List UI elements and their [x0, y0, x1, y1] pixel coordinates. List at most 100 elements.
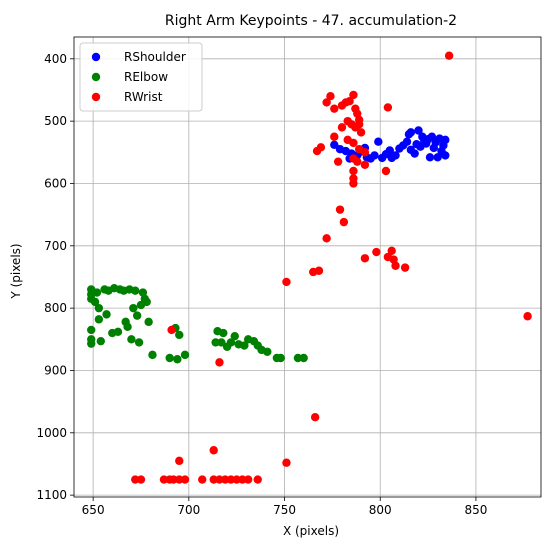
rshoulder-point	[374, 137, 383, 146]
rshoulder-point	[406, 128, 416, 137]
rwrist-point	[351, 123, 360, 132]
relbow-point	[132, 311, 142, 320]
relbow-point	[276, 353, 285, 363]
x-axis-label: X (pixels)	[283, 524, 339, 538]
rwrist-point	[243, 475, 253, 484]
legend-box	[79, 42, 203, 112]
legend-label-rshoulder: RShoulder	[124, 50, 186, 64]
rshoulder-point	[410, 149, 419, 158]
rwrist-point	[221, 475, 230, 484]
rwrist-point	[232, 475, 241, 484]
rwrist-point	[282, 277, 291, 287]
x-axis-ticks: 650 700 750 800 850	[82, 497, 487, 517]
relbow-point	[94, 315, 104, 324]
rwrist-point	[136, 475, 146, 484]
relbow-point	[127, 335, 136, 344]
relbow-point	[131, 286, 140, 295]
legend-label-relbow: RElbow	[124, 70, 168, 84]
rwrist-point	[333, 157, 343, 166]
rwrist-point	[198, 475, 207, 484]
rwrist-point	[175, 456, 184, 466]
relbow-point	[102, 310, 111, 319]
rwrist-point	[180, 475, 190, 484]
rshoulder-point	[370, 151, 379, 160]
rwrist-point	[387, 246, 396, 255]
rshoulder-point	[433, 153, 442, 162]
rwrist-point	[167, 325, 176, 335]
y-tick-label: 900	[44, 363, 67, 377]
rwrist-point	[360, 148, 370, 157]
x-tick-label: 700	[177, 503, 200, 517]
rwrist-point	[400, 263, 410, 272]
y-tick-label: 600	[44, 176, 67, 190]
rwrist-point	[314, 266, 324, 275]
rwrist-point	[215, 358, 224, 367]
rwrist-point	[349, 179, 358, 188]
relbow-point	[226, 338, 236, 347]
relbow-point	[129, 303, 138, 313]
relbow-point	[175, 330, 184, 340]
data-points	[87, 51, 532, 484]
relbow-point	[87, 325, 96, 335]
rwrist-point	[335, 205, 345, 214]
rshoulder-point	[441, 135, 450, 145]
rwrist-point	[383, 103, 393, 112]
relbow-point	[92, 288, 102, 297]
rwrist-point	[316, 143, 326, 152]
y-axis-ticks: 400 500 600 700 800 900 1000 1100	[36, 52, 74, 502]
legend-marker-relbow	[91, 72, 101, 82]
rwrist-point	[253, 475, 262, 484]
y-tick-label: 1000	[36, 426, 67, 440]
rwrist-point	[209, 446, 218, 455]
legend-marker-rshoulder	[91, 52, 101, 62]
x-tick-label: 850	[464, 503, 487, 517]
rshoulder-point	[425, 153, 435, 162]
relbow-point	[144, 317, 153, 327]
relbow-point	[240, 341, 249, 350]
rwrist-point	[238, 475, 247, 484]
rwrist-point	[215, 475, 224, 484]
rshoulder-point	[414, 126, 423, 135]
rwrist-point	[131, 475, 140, 484]
rshoulder-point	[330, 140, 339, 150]
legend: RShoulder RElbow RWrist	[79, 42, 203, 112]
relbow-point	[173, 355, 182, 364]
relbow-point	[211, 338, 220, 347]
rwrist-point	[322, 234, 331, 243]
rwrist-point	[372, 247, 381, 257]
legend-marker-rwrist	[91, 92, 101, 102]
relbow-point	[299, 353, 308, 363]
rwrist-point	[345, 97, 354, 106]
relbow-point	[142, 297, 151, 307]
rshoulder-point	[385, 146, 394, 155]
relbow-point	[293, 353, 303, 363]
rwrist-point	[381, 166, 391, 176]
rwrist-point	[209, 475, 218, 484]
rwrist-point	[523, 312, 532, 321]
y-axis-label: Y (pixels)	[9, 243, 23, 299]
x-tick-label: 800	[369, 503, 392, 517]
rwrist-point	[226, 475, 236, 484]
relbow-point	[148, 350, 157, 360]
relbow-point	[219, 328, 228, 338]
rwrist-point	[159, 475, 169, 484]
rwrist-point	[339, 217, 349, 227]
y-tick-label: 700	[44, 239, 67, 253]
rwrist-point	[282, 458, 291, 467]
relbow-point	[230, 331, 239, 341]
rwrist-point	[330, 104, 339, 113]
relbow-point	[123, 322, 132, 332]
rwrist-point	[322, 98, 331, 107]
plot-frame	[73, 36, 542, 498]
rwrist-point	[349, 166, 358, 176]
rwrist-point	[356, 128, 366, 137]
rwrist-point	[444, 51, 454, 60]
rwrist-point	[349, 90, 358, 100]
rwrist-point	[353, 157, 362, 166]
rwrist-point	[360, 254, 370, 263]
y-tick-label: 400	[44, 52, 67, 66]
relbow-point	[96, 336, 105, 346]
x-tick-label: 750	[273, 503, 296, 517]
rwrist-point	[310, 413, 320, 422]
